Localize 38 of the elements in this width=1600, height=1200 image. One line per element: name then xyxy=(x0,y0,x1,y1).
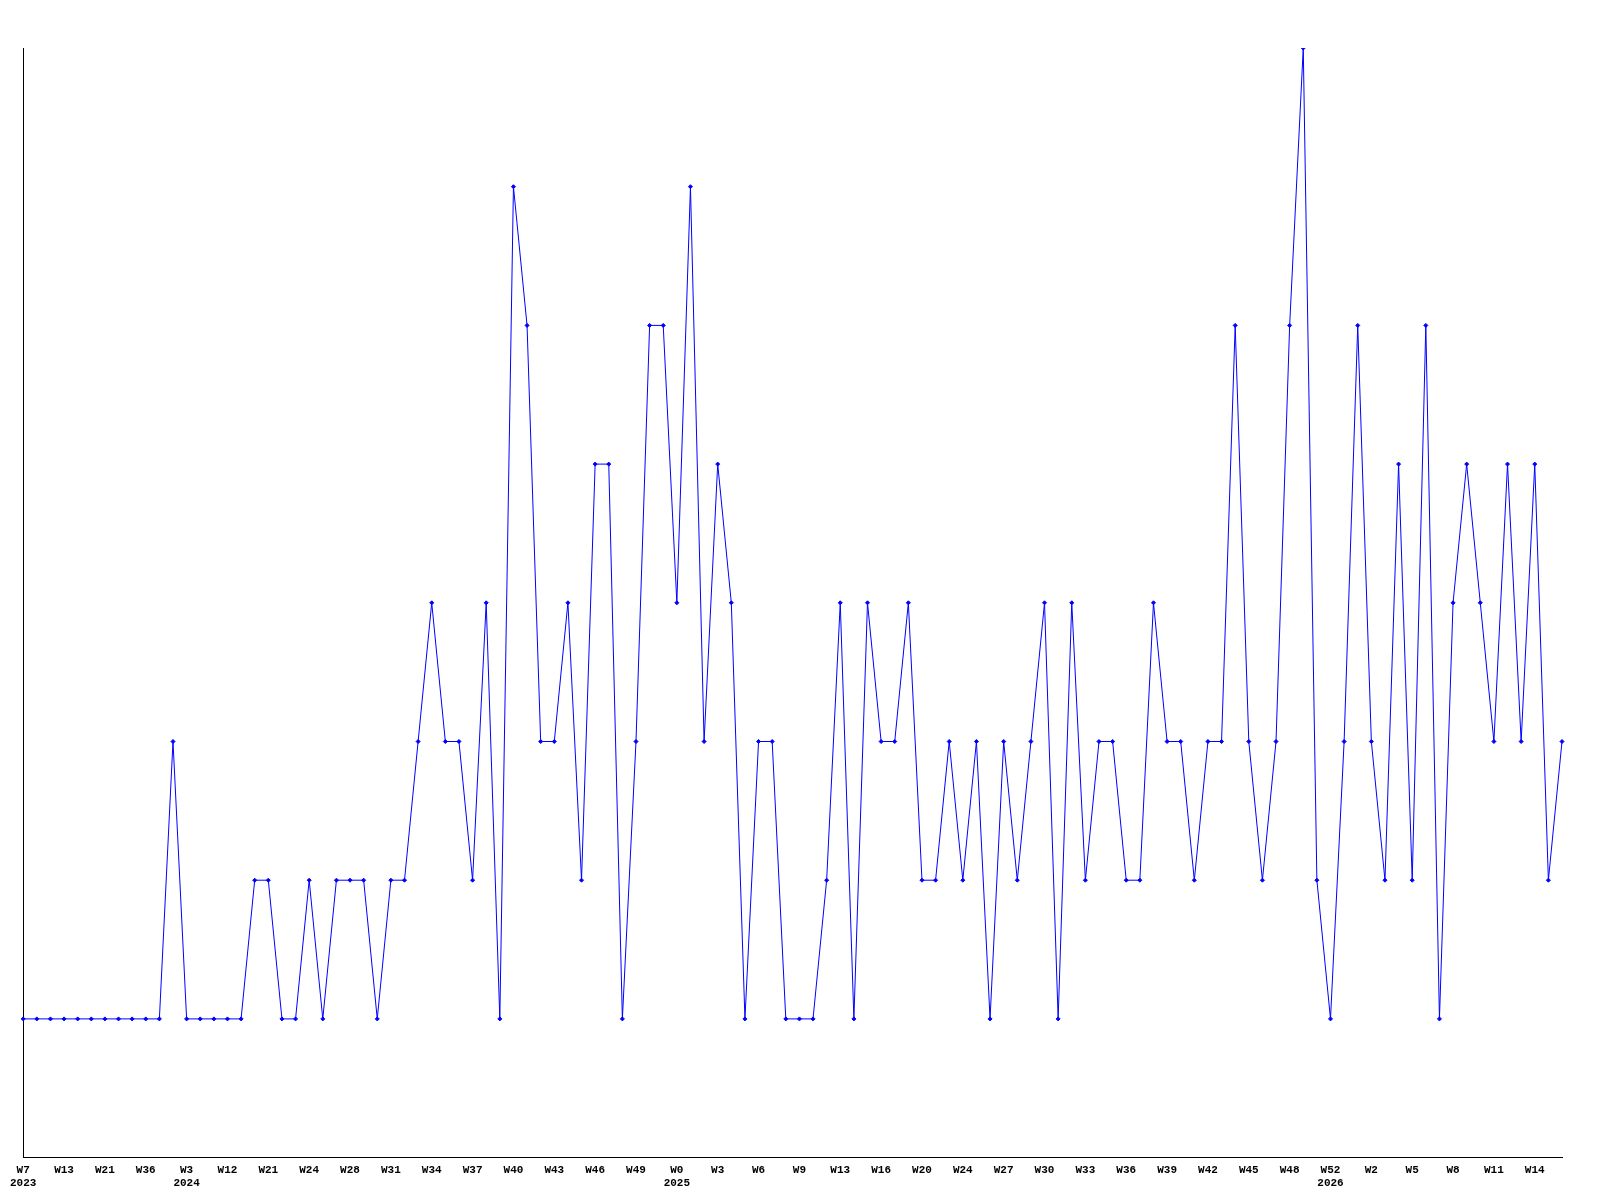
x-tick-label: W0 2025 xyxy=(663,1163,691,1190)
x-tick-label: W39 xyxy=(1157,1163,1177,1176)
x-tick-label: W6 xyxy=(751,1163,766,1176)
x-tick-label: W2 xyxy=(1364,1163,1378,1176)
x-tick-label: W8 xyxy=(1446,1163,1461,1176)
x-tick-label: W5 xyxy=(1405,1163,1420,1176)
x-tick-label: W7 2023 xyxy=(10,1163,37,1190)
x-tick-label: W33 xyxy=(1075,1163,1096,1176)
x-tick-label: W24 xyxy=(299,1163,320,1176)
x-tick-label: W3 2024 xyxy=(173,1163,201,1190)
x-tick-label: W40 xyxy=(503,1163,524,1176)
x-tick-label: W42 xyxy=(1198,1163,1218,1176)
x-tick-label: W3 xyxy=(711,1163,725,1176)
x-tick-label: W13 xyxy=(830,1163,851,1176)
x-tick-label: W30 xyxy=(1034,1163,1055,1176)
x-tick-label: W34 xyxy=(421,1163,443,1176)
x-tick-label: W36 xyxy=(135,1163,156,1176)
x-tick-label: W21 xyxy=(258,1163,279,1176)
x-tick-label: W28 xyxy=(340,1163,361,1176)
x-tick-label: W24 xyxy=(952,1163,974,1176)
x-tick-label: W46 xyxy=(585,1163,606,1176)
x-tick-label: W20 xyxy=(912,1163,932,1176)
x-tick-label: W52 2026 xyxy=(1317,1163,1344,1190)
x-tick-label: W13 xyxy=(54,1163,75,1176)
x-tick-label: W12 xyxy=(217,1163,238,1176)
x-tick-label: W11 xyxy=(1484,1163,1505,1176)
x-tick-label: W9 xyxy=(792,1163,807,1176)
x-tick-label: W16 xyxy=(871,1163,892,1176)
x-tick-label: W48 xyxy=(1279,1163,1300,1176)
x-tick-label: W37 xyxy=(462,1163,483,1176)
x-tick-label: W14 xyxy=(1524,1163,1546,1176)
x-tick-label: W45 xyxy=(1238,1163,1260,1176)
x-tick-label: W21 xyxy=(95,1163,116,1176)
x-tick-label: W36 xyxy=(1116,1163,1137,1176)
x-tick-label: W43 xyxy=(544,1163,565,1176)
x-tick-label: W49 xyxy=(626,1163,646,1176)
x-tick-label: W27 xyxy=(993,1163,1014,1176)
x-tick-label: W31 xyxy=(380,1163,402,1176)
